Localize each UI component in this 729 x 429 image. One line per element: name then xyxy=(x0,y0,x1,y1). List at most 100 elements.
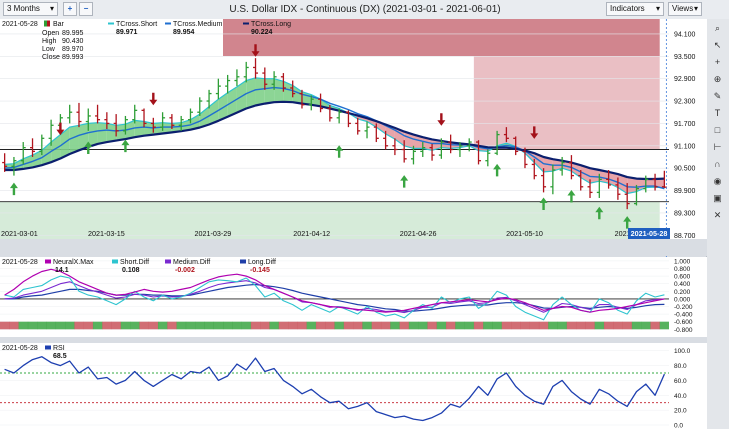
signal-strip-cell xyxy=(204,321,215,330)
neural-tick-label: -0.800 xyxy=(674,327,693,334)
indicators-dropdown[interactable]: Indicators ▾ xyxy=(606,2,664,16)
price-bar xyxy=(160,112,166,131)
lock-icon[interactable]: ▣ xyxy=(713,193,722,203)
price-bar xyxy=(197,97,203,116)
neural-legend-label: Long.Diff xyxy=(248,259,276,266)
legend-date: 2021-05-28 xyxy=(2,21,38,28)
signal-strip-cell xyxy=(315,321,326,330)
signal-strip-cell xyxy=(297,321,307,330)
signal-strip-cell xyxy=(46,321,57,330)
ruler-icon[interactable]: ⊢ xyxy=(713,142,722,152)
sell-arrow xyxy=(149,92,158,106)
signal-strip-cell xyxy=(408,321,419,330)
signal-strip-cell xyxy=(325,321,335,330)
legend-bar-label: Bar xyxy=(53,21,65,28)
legend-series-value: 89.954 xyxy=(173,29,195,36)
neural-legend-label: Medium.Diff xyxy=(173,259,210,266)
signal-strip-cell xyxy=(529,321,540,330)
signal-strip-cell xyxy=(306,321,317,330)
rsi-legend-label: RSI xyxy=(53,345,65,352)
legend-ohlc-value: 89.970 xyxy=(62,46,84,53)
x-tick-label: 2021-03-15 xyxy=(88,229,125,238)
legend-ohlc-label: Close xyxy=(42,54,60,61)
views-dropdown[interactable]: Views ▾ xyxy=(668,2,702,16)
price-bar xyxy=(429,143,435,161)
buy-arrow xyxy=(400,175,409,188)
price-bar xyxy=(345,110,351,128)
sell-arrow xyxy=(56,122,65,136)
zoom-icon[interactable]: ⊕ xyxy=(713,74,722,84)
price-bar xyxy=(606,170,612,189)
legend-bar-swatch-up xyxy=(44,20,47,27)
x-tick-label: 2021-04-12 xyxy=(293,229,330,238)
price-bar xyxy=(327,104,333,122)
price-bar xyxy=(122,115,128,135)
price-bar xyxy=(243,61,249,83)
sell-arrow xyxy=(530,126,539,139)
cloud-bullish xyxy=(125,120,135,140)
pencil-icon[interactable]: ✎ xyxy=(713,91,722,101)
neural-legend-label: NeuralX.Max xyxy=(53,259,94,266)
x-tick-label: 2021-03-01 xyxy=(1,229,38,238)
price-bar xyxy=(587,179,593,198)
buy-arrow xyxy=(84,141,93,155)
price-bar xyxy=(383,130,389,150)
price-bar xyxy=(541,168,547,193)
price-bar xyxy=(225,74,231,94)
price-bar xyxy=(271,71,277,90)
period-dropdown[interactable]: 3 Months ▾ xyxy=(3,2,58,16)
legend-ohlc-label: Open xyxy=(42,30,59,37)
signal-strip-cell xyxy=(548,321,558,330)
price-bar xyxy=(95,104,101,124)
rsi-tick-label: 20.0 xyxy=(674,408,687,415)
shapes-icon[interactable]: □ xyxy=(714,125,721,135)
crosshair-icon[interactable]: + xyxy=(714,57,721,67)
price-bar xyxy=(336,108,342,124)
text-icon[interactable]: T xyxy=(714,108,721,118)
trash-icon[interactable]: ✕ xyxy=(713,210,722,220)
signal-strip-cell xyxy=(185,321,196,330)
remove-button[interactable]: − xyxy=(79,2,93,16)
legend-ohlc-value: 89.993 xyxy=(62,54,84,61)
tcross-long-line xyxy=(4,100,665,181)
cloud-bullish xyxy=(88,122,98,147)
legend-series-value: 89.971 xyxy=(116,29,138,36)
zone-light xyxy=(473,56,660,150)
neural-tick-label: -0.400 xyxy=(674,312,693,319)
cloud-bearish xyxy=(422,137,433,151)
price-bar xyxy=(76,102,82,128)
price-bar xyxy=(318,93,324,113)
neural-tick-label: 0.600 xyxy=(674,274,691,281)
price-tick-label: 89.900 xyxy=(674,188,696,195)
signal-strip-cell xyxy=(436,321,447,330)
legend-series-value: 90.224 xyxy=(251,29,273,36)
legend-ohlc-value: 89.995 xyxy=(62,30,84,37)
views-label: Views xyxy=(672,4,694,13)
legend-swatch xyxy=(165,259,171,264)
signal-strip-cell xyxy=(399,321,410,330)
pointer-icon[interactable]: ↖ xyxy=(713,40,722,50)
eye-icon[interactable]: ◉ xyxy=(713,176,722,186)
signal-strip-cell xyxy=(176,321,187,330)
signal-strip-cell xyxy=(566,321,577,330)
sell-arrow xyxy=(251,44,260,57)
magnet-icon[interactable]: ∩ xyxy=(714,159,721,169)
price-bar xyxy=(2,153,8,172)
price-tick-label: 91.700 xyxy=(674,121,696,128)
price-tick-label: 91.100 xyxy=(674,143,696,150)
buy-arrow xyxy=(623,216,632,229)
x-tick-label: 2021-03-29 xyxy=(194,229,231,238)
add-button[interactable]: + xyxy=(63,2,77,16)
legend-series-label: TCross.Long xyxy=(251,21,291,28)
signal-strip-cell xyxy=(455,321,465,330)
price-bar xyxy=(104,112,110,129)
price-bar xyxy=(457,142,463,157)
signal-strip-cell xyxy=(27,321,38,330)
legend-bar-swatch-down xyxy=(47,20,50,27)
signal-strip-cell xyxy=(102,321,112,330)
search-icon[interactable]: ⌕ xyxy=(714,23,721,33)
price-bar xyxy=(513,136,519,156)
price-bar xyxy=(262,67,268,90)
signal-strip-cell xyxy=(65,321,75,330)
x-tick-label: 2021-05-10 xyxy=(506,229,543,238)
